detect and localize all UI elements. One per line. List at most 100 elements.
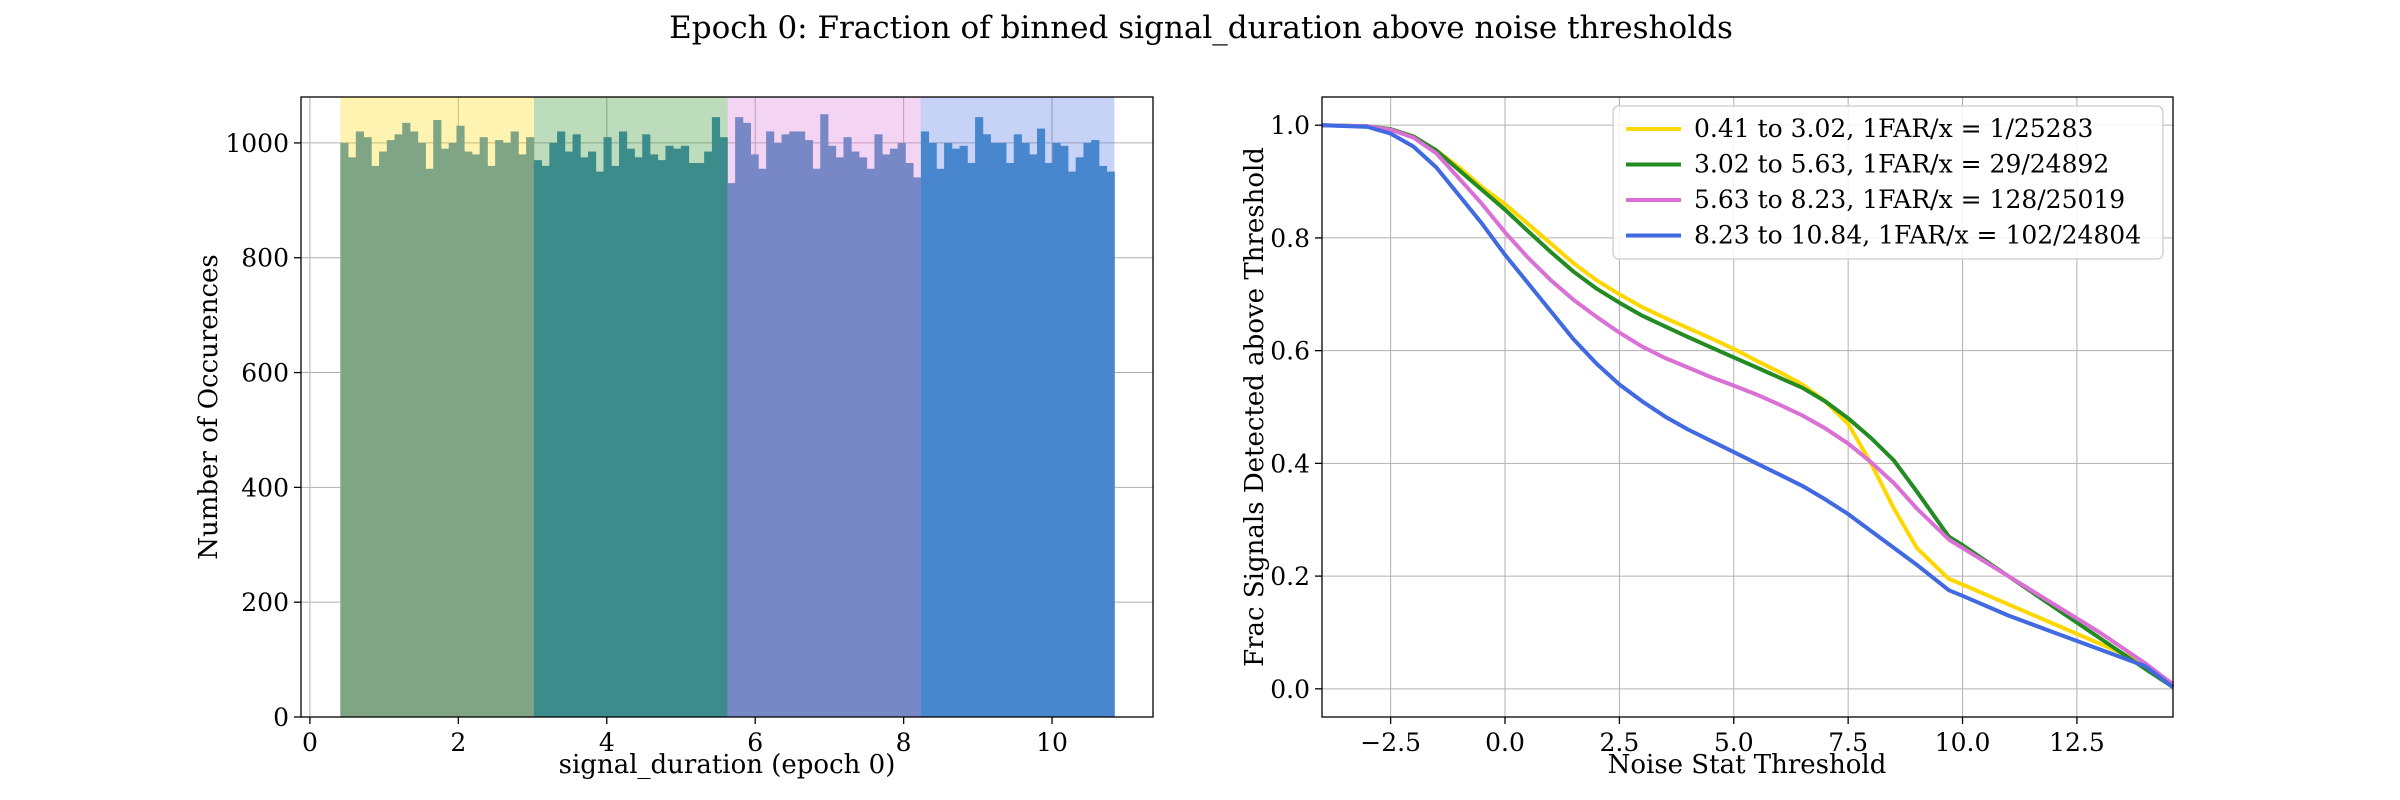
- histogram-x-tick-label: 6: [747, 728, 763, 757]
- histogram-bar: [379, 151, 388, 717]
- line-chart-y-tick-label: 0.2: [1270, 562, 1310, 591]
- histogram-bar: [533, 160, 542, 718]
- histogram-bar: [433, 119, 442, 718]
- histogram-y-tick-label: 0: [273, 703, 289, 732]
- histogram-bar: [936, 168, 945, 717]
- histogram-bar: [1067, 171, 1077, 717]
- line-series-3: [1321, 123, 2175, 686]
- histogram-panel: 0 2 4 6 8 10 0 200 400 600 800 1000 signal_duratio…: [194, 96, 1154, 780]
- histogram-bar: [619, 131, 628, 717]
- line-chart-x-tick-label: 7.5: [1828, 728, 1868, 757]
- histogram-bar: [804, 140, 813, 718]
- histogram-bar: [588, 151, 597, 717]
- histogram-bar: [557, 131, 566, 717]
- histogram-bar: [1044, 163, 1053, 717]
- histogram-bar: [905, 163, 914, 717]
- histogram-bar: [495, 140, 504, 718]
- histogram-bar: [665, 145, 674, 718]
- histogram-bar: [348, 157, 357, 717]
- line-chart-y-tick-label: 0.6: [1270, 337, 1310, 366]
- histogram-bar: [479, 137, 488, 717]
- histogram-bar: [386, 140, 395, 718]
- histogram-bar: [928, 142, 937, 718]
- histogram-bar: [719, 137, 728, 717]
- histogram-y-tick-label: 1000: [225, 129, 289, 158]
- histogram-y-tick-label: 400: [241, 473, 289, 502]
- histogram-bar: [417, 142, 426, 718]
- histogram-y-tick-label: 600: [241, 359, 289, 388]
- histogram-bar: [951, 148, 960, 717]
- line-chart-y-tick-label: 1.0: [1270, 111, 1310, 140]
- histogram-bar: [440, 148, 450, 717]
- histogram-bar: [858, 157, 868, 717]
- histogram-bar: [526, 137, 535, 717]
- histogram-bar: [990, 142, 999, 718]
- histogram-bar: [657, 160, 666, 718]
- line-chart-panel: −2.5 0.0 2.5 5.0 7.5 10.0 12.5 0.0 0.2 0.4 0.6 0.8…: [1240, 96, 2175, 780]
- legend-entry-label: 5.63 to 8.23, 1FAR/x = 128/25019: [1694, 185, 2125, 214]
- histogram-x-axis-label: signal_duration (epoch 0): [559, 750, 896, 780]
- histogram-bar: [704, 151, 713, 717]
- histogram-bar: [425, 168, 434, 717]
- histogram-bar: [363, 137, 372, 717]
- histogram-y-axis-label: Number of Occurences: [194, 254, 224, 559]
- histogram-bar: [835, 157, 844, 717]
- histogram-bar: [340, 142, 349, 718]
- legend-entry-label: 3.02 to 5.63, 1FAR/x = 29/24892: [1694, 150, 2109, 179]
- line-chart-x-tick-label: 5.0: [1714, 728, 1754, 757]
- histogram-bar: [1029, 154, 1038, 717]
- histogram-bar: [572, 134, 581, 717]
- histogram-x-tick-label: 4: [599, 728, 615, 757]
- histogram-x-tick-label: 8: [896, 728, 912, 757]
- histogram-x-tick-label: 10: [1036, 728, 1068, 757]
- line-chart-x-tick-label: 0.0: [1485, 728, 1525, 757]
- histogram-bar: [1106, 171, 1115, 717]
- histogram-x-ticks: 0 2 4 6 8 10: [302, 717, 1068, 757]
- histogram-bar: [750, 154, 759, 717]
- histogram-bar: [920, 131, 930, 717]
- histogram-bar: [773, 142, 782, 718]
- histogram-bar: [448, 142, 457, 718]
- histogram-bar: [1098, 165, 1108, 717]
- histogram-bar: [603, 137, 612, 717]
- histogram-bar: [471, 154, 481, 717]
- histogram-bar: [828, 145, 837, 718]
- histogram-bar: [355, 131, 364, 717]
- histogram-bar: [959, 145, 968, 718]
- figure-title: Epoch 0: Fraction of binned signal_durat…: [669, 10, 1733, 46]
- histogram-bar: [502, 142, 512, 718]
- line-chart-x-tick-label: 12.5: [2049, 728, 2105, 757]
- line-chart-series: [1321, 123, 2175, 689]
- histogram-bar: [634, 157, 643, 717]
- histogram-bar: [843, 137, 852, 717]
- histogram-bar: [727, 183, 736, 718]
- histogram-bar: [742, 122, 751, 718]
- histogram-y-tick-label: 200: [241, 588, 289, 617]
- histogram-bar: [649, 154, 659, 717]
- histogram-bar: [781, 134, 790, 717]
- line-series-2: [1321, 123, 2175, 689]
- histogram-bar: [967, 163, 976, 717]
- histogram-plot-frame: [300, 96, 1154, 718]
- line-chart-x-tick-label: 2.5: [1600, 728, 1640, 757]
- histogram-bar: [626, 148, 635, 717]
- histogram-bar: [611, 165, 620, 717]
- histogram-bar: [820, 114, 829, 717]
- histogram-bar: [564, 151, 573, 717]
- histogram-bar: [1037, 128, 1046, 717]
- histogram-x-tick-label: 0: [302, 728, 318, 757]
- histogram-y-ticks: 0 200 400 600 800 1000: [225, 129, 301, 732]
- legend-box: [1612, 105, 2164, 260]
- line-chart-y-tick-label: 0.4: [1270, 449, 1310, 478]
- histogram-bar: [487, 165, 496, 717]
- histogram-bar: [1021, 142, 1030, 718]
- histogram-bar: [913, 177, 922, 718]
- histogram-bar: [882, 154, 891, 717]
- histogram-bar: [371, 165, 380, 717]
- line-chart-x-ticks: −2.5 0.0 2.5 5.0 7.5 10.0 12.5: [1360, 717, 2105, 757]
- histogram-bar: [518, 154, 527, 717]
- histogram-bar: [1013, 134, 1022, 717]
- histogram-bar: [897, 142, 906, 718]
- line-chart-x-tick-label: −2.5: [1360, 728, 1421, 757]
